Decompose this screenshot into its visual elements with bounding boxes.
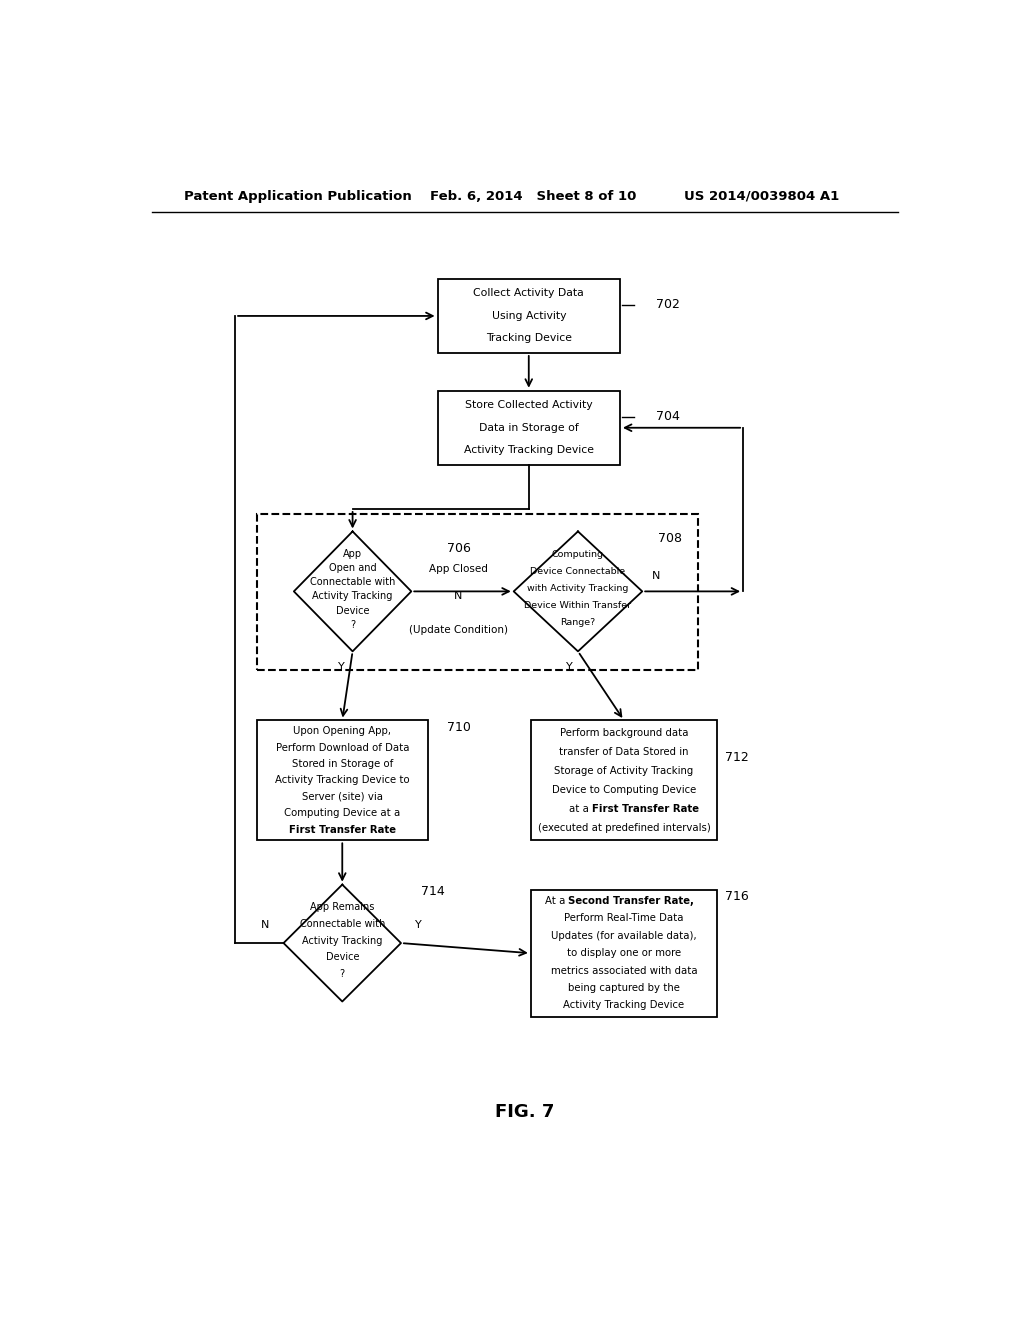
Text: Second Transfer Rate,: Second Transfer Rate, bbox=[568, 896, 694, 906]
Text: Collect Activity Data: Collect Activity Data bbox=[473, 289, 584, 298]
Text: App Remains: App Remains bbox=[310, 903, 375, 912]
Text: Device Connectable: Device Connectable bbox=[530, 568, 626, 577]
Text: N: N bbox=[454, 591, 462, 602]
Text: Connectable with: Connectable with bbox=[310, 577, 395, 587]
Polygon shape bbox=[294, 532, 412, 651]
FancyBboxPatch shape bbox=[257, 721, 428, 841]
Text: Stored in Storage of: Stored in Storage of bbox=[292, 759, 393, 770]
FancyBboxPatch shape bbox=[530, 890, 717, 1016]
Text: Storage of Activity Tracking: Storage of Activity Tracking bbox=[554, 766, 693, 776]
Text: Open and: Open and bbox=[329, 562, 377, 573]
Text: 712: 712 bbox=[725, 751, 749, 764]
Text: App Closed: App Closed bbox=[429, 564, 487, 574]
Text: Device to Computing Device: Device to Computing Device bbox=[552, 785, 696, 795]
FancyBboxPatch shape bbox=[530, 721, 717, 841]
Polygon shape bbox=[514, 532, 642, 651]
Text: Store Collected Activity: Store Collected Activity bbox=[465, 400, 593, 411]
Text: Upon Opening App,: Upon Opening App, bbox=[293, 726, 391, 737]
Text: First Transfer Rate: First Transfer Rate bbox=[592, 804, 699, 814]
Text: to display one or more: to display one or more bbox=[567, 948, 681, 958]
Text: Computing Device at a: Computing Device at a bbox=[284, 808, 400, 818]
Text: Server (site) via: Server (site) via bbox=[302, 792, 383, 801]
Text: Y: Y bbox=[566, 661, 572, 672]
Text: Activity Tracking Device to: Activity Tracking Device to bbox=[275, 775, 410, 785]
Text: (executed at predefined intervals): (executed at predefined intervals) bbox=[538, 824, 711, 833]
Text: Y: Y bbox=[416, 920, 422, 929]
Text: Y: Y bbox=[338, 661, 345, 672]
Text: Device Within Transfer: Device Within Transfer bbox=[524, 602, 632, 610]
Text: At a: At a bbox=[545, 896, 568, 906]
Text: with Activity Tracking: with Activity Tracking bbox=[527, 585, 629, 594]
Text: ?: ? bbox=[340, 969, 345, 978]
Text: Device: Device bbox=[326, 952, 359, 962]
Text: Tracking Device: Tracking Device bbox=[485, 334, 571, 343]
Text: Device: Device bbox=[336, 606, 370, 615]
Polygon shape bbox=[284, 884, 401, 1002]
Text: Using Activity: Using Activity bbox=[492, 312, 566, 321]
Text: Patent Application Publication: Patent Application Publication bbox=[183, 190, 412, 202]
Text: Connectable with: Connectable with bbox=[300, 919, 385, 929]
Text: Updates (for available data),: Updates (for available data), bbox=[551, 931, 696, 941]
Text: transfer of Data Stored in: transfer of Data Stored in bbox=[559, 747, 689, 756]
Text: 714: 714 bbox=[421, 884, 444, 898]
Text: Activity Tracking Device: Activity Tracking Device bbox=[563, 1001, 685, 1010]
Text: N: N bbox=[261, 920, 269, 929]
Text: 706: 706 bbox=[447, 541, 471, 554]
Text: 708: 708 bbox=[658, 532, 682, 545]
Text: FIG. 7: FIG. 7 bbox=[496, 1102, 554, 1121]
Text: ?: ? bbox=[350, 620, 355, 630]
Text: at a: at a bbox=[569, 804, 592, 814]
Text: Activity Tracking: Activity Tracking bbox=[302, 936, 382, 945]
Text: Perform background data: Perform background data bbox=[560, 727, 688, 738]
Text: Range?: Range? bbox=[560, 618, 596, 627]
Text: Data in Storage of: Data in Storage of bbox=[479, 422, 579, 433]
Text: Perform Real-Time Data: Perform Real-Time Data bbox=[564, 913, 684, 924]
Text: Perform Download of Data: Perform Download of Data bbox=[275, 743, 409, 752]
Text: Feb. 6, 2014   Sheet 8 of 10: Feb. 6, 2014 Sheet 8 of 10 bbox=[430, 190, 636, 202]
Text: 702: 702 bbox=[655, 298, 680, 312]
Text: Activity Tracking Device: Activity Tracking Device bbox=[464, 445, 594, 455]
Text: First Transfer Rate: First Transfer Rate bbox=[289, 825, 395, 834]
Text: US 2014/0039804 A1: US 2014/0039804 A1 bbox=[684, 190, 839, 202]
Text: metrics associated with data: metrics associated with data bbox=[551, 966, 697, 975]
Text: Computing: Computing bbox=[552, 550, 604, 560]
Text: 716: 716 bbox=[725, 890, 749, 903]
Text: N: N bbox=[651, 572, 660, 581]
Text: 710: 710 bbox=[447, 721, 471, 734]
Text: App: App bbox=[343, 549, 362, 558]
Text: Activity Tracking: Activity Tracking bbox=[312, 591, 393, 602]
FancyBboxPatch shape bbox=[437, 279, 620, 352]
Text: being captured by the: being captured by the bbox=[568, 983, 680, 993]
Text: 704: 704 bbox=[655, 411, 680, 424]
FancyBboxPatch shape bbox=[437, 391, 620, 465]
Text: (Update Condition): (Update Condition) bbox=[409, 624, 508, 635]
